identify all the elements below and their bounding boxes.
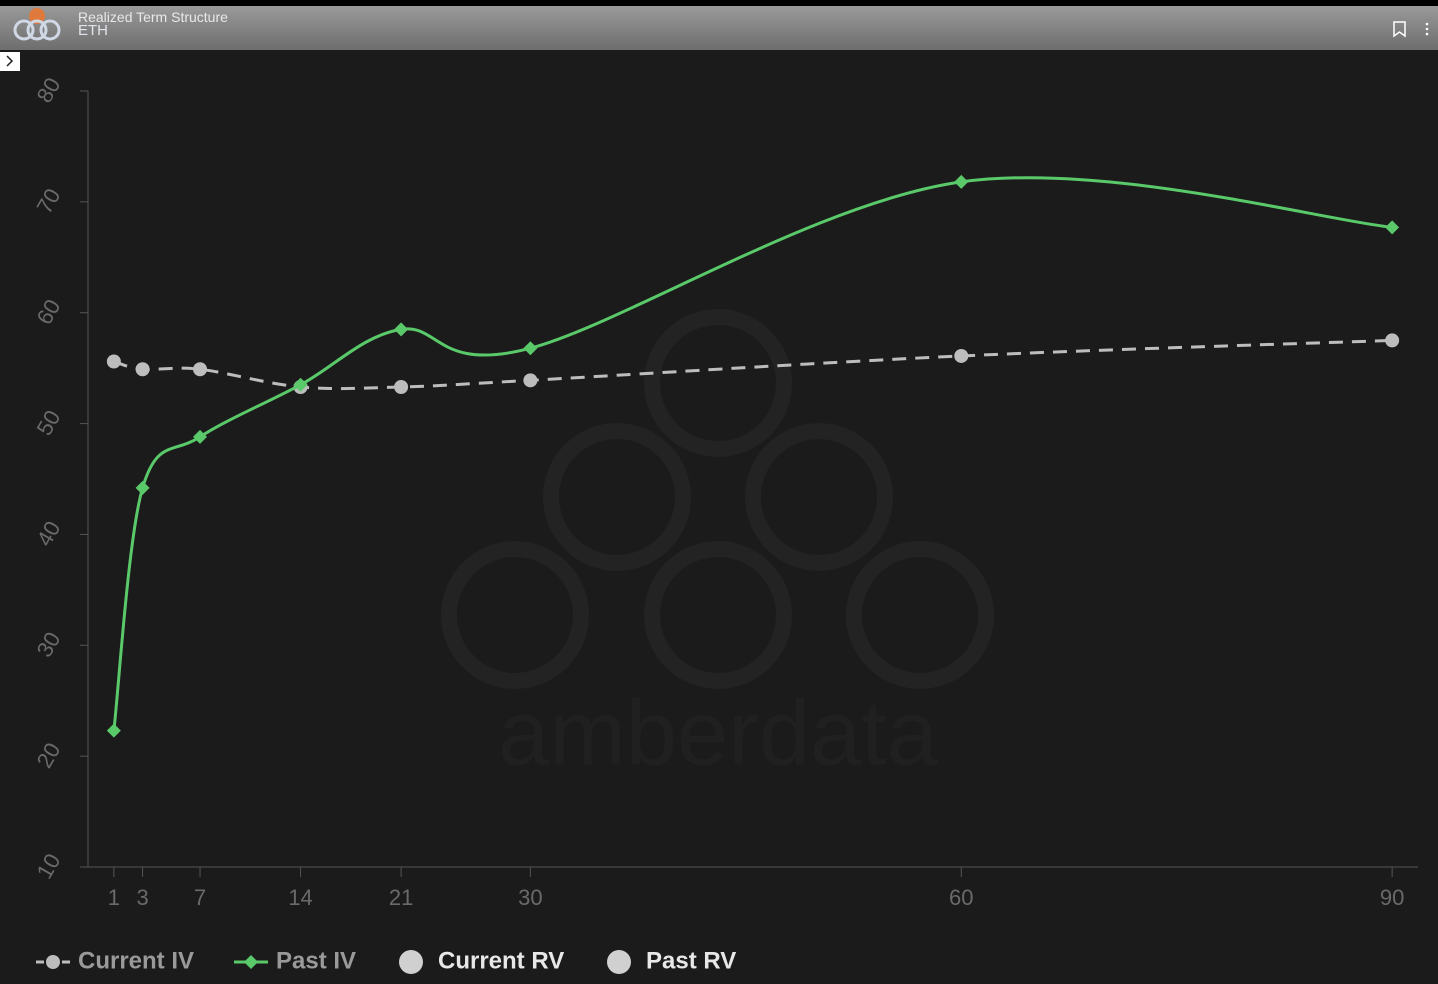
legend-symbol xyxy=(244,955,258,969)
point-marker xyxy=(293,377,308,392)
point-marker xyxy=(1385,333,1400,348)
menu-button[interactable] xyxy=(1425,22,1429,36)
watermark-logo xyxy=(441,309,994,689)
expand-button[interactable] xyxy=(0,52,20,71)
legend-item: Current RV xyxy=(399,947,564,974)
legend-label: Current RV xyxy=(438,947,564,974)
point-marker xyxy=(954,348,969,363)
x-tick-label: 21 xyxy=(389,885,413,910)
legend-label: Past RV xyxy=(646,947,736,974)
point-marker xyxy=(193,429,208,444)
point-marker xyxy=(394,322,409,337)
series-line xyxy=(113,338,1393,391)
point-marker xyxy=(394,379,409,394)
point-marker xyxy=(135,362,150,377)
point-marker xyxy=(1385,220,1400,235)
point-marker xyxy=(135,480,150,495)
x-tick-label: 60 xyxy=(949,885,973,910)
point-marker xyxy=(523,373,538,388)
x-tick-label: 14 xyxy=(288,885,312,910)
bookmark-button[interactable] xyxy=(1393,21,1406,38)
chart-title: Realized Term Structure xyxy=(78,9,228,25)
x-tick-label: 3 xyxy=(136,885,148,910)
series-line xyxy=(112,176,1393,731)
header-bar xyxy=(0,6,1438,50)
legend-symbol xyxy=(607,950,631,974)
legend-label: Current IV xyxy=(78,947,194,974)
x-tick-label: 7 xyxy=(194,885,206,910)
x-tick-label: 1 xyxy=(108,885,120,910)
legend-symbol xyxy=(46,955,60,969)
legend-symbol xyxy=(399,950,423,974)
point-marker xyxy=(106,354,121,369)
point-marker xyxy=(106,723,121,738)
point-marker xyxy=(954,174,969,189)
legend-label: Past IV xyxy=(276,947,356,974)
logo xyxy=(13,8,61,41)
watermark: amberdata xyxy=(498,682,939,784)
x-tick-label: 90 xyxy=(1380,885,1404,910)
legend-item: Past RV xyxy=(607,947,736,974)
point-marker xyxy=(523,341,538,356)
chart-background xyxy=(0,6,1438,984)
legend-item: Past IV xyxy=(234,947,356,974)
x-tick-label: 30 xyxy=(518,885,542,910)
chart-subtitle: ETH xyxy=(78,22,108,39)
point-marker xyxy=(193,362,208,377)
legend-item: Current IV xyxy=(36,947,194,974)
